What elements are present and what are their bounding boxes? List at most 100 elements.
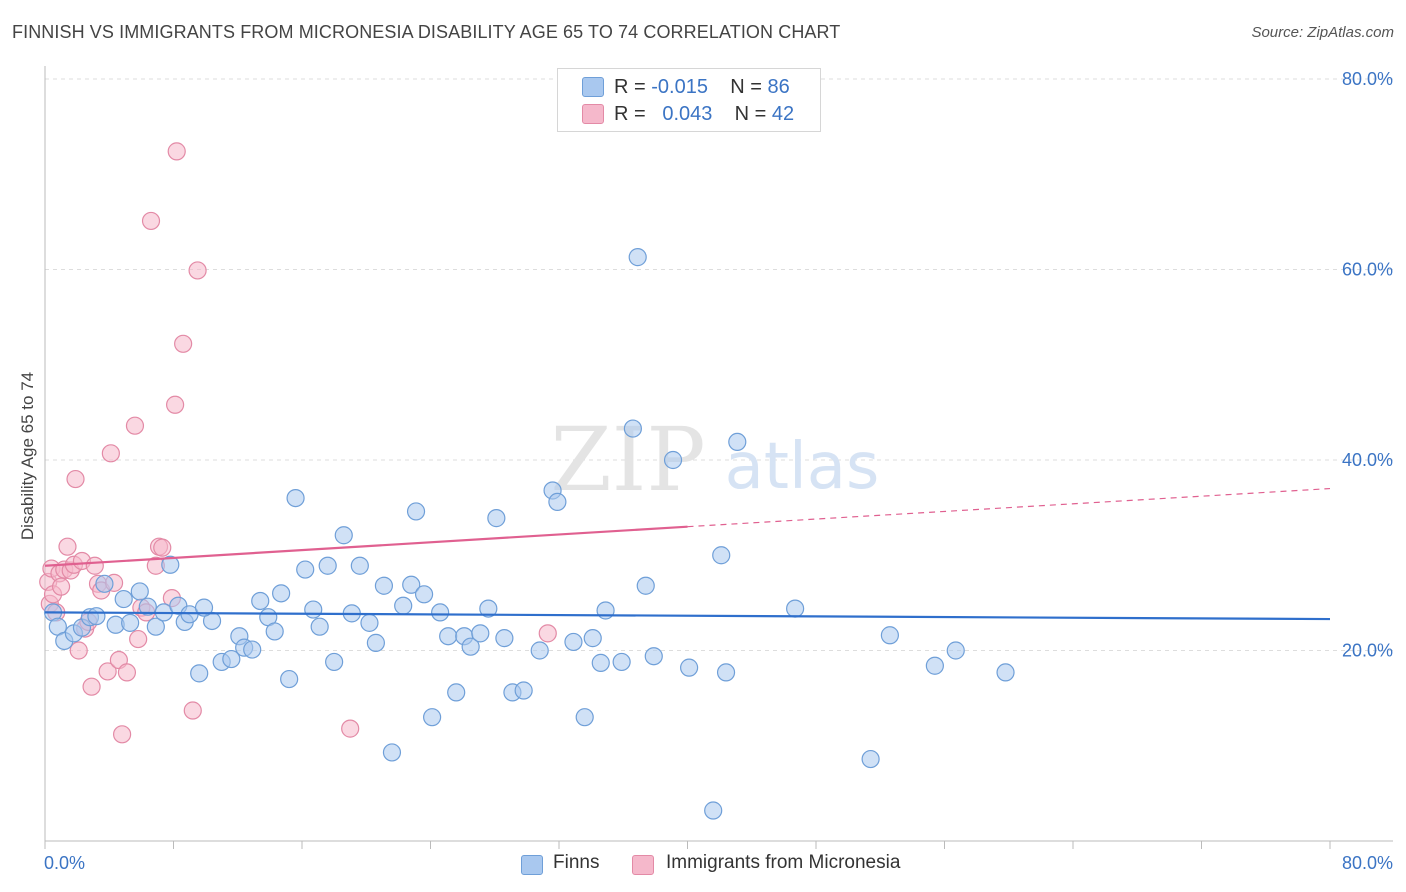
finns-point-77 [728, 432, 747, 452]
finns-point-19 [190, 664, 209, 683]
finns-point-50 [439, 627, 458, 646]
finns-point-44 [394, 596, 413, 615]
micronesia-trend-extension [687, 487, 1331, 528]
finns-point-6 [87, 607, 106, 626]
micronesia-point-23 [112, 725, 132, 744]
finns-point-32 [296, 560, 315, 579]
micronesia-trend-line [44, 525, 688, 567]
finns-point-65 [583, 629, 602, 648]
finns-point-63 [564, 632, 583, 652]
finns-point-7 [95, 574, 114, 593]
finns-point-46 [406, 502, 426, 521]
finns-point-26 [251, 591, 270, 611]
finns-point-74 [680, 658, 699, 677]
micronesia-n-value: 42 [771, 102, 795, 125]
finns-point-36 [325, 652, 344, 672]
finns-point-83 [996, 663, 1015, 682]
finns-point-82 [946, 641, 965, 660]
finns-point-67 [596, 601, 615, 620]
finns-point-75 [712, 546, 731, 565]
finns-point-29 [272, 584, 291, 603]
y-tick-label-3: 80.0% [1342, 69, 1393, 89]
micronesia-point-29 [141, 211, 161, 231]
x-axis-min-label: 0.0% [44, 853, 85, 873]
finns-point-72 [644, 647, 663, 666]
finns-point-69 [623, 419, 642, 438]
watermark: ZIP atlas [550, 408, 879, 511]
finns-legend-label: Finns [553, 852, 600, 873]
chart-title: FINNISH VS IMMIGRANTS FROM MICRONESIA DI… [12, 22, 841, 42]
finns-point-56 [487, 509, 506, 528]
x-axis-max-label: 80.0% [1342, 853, 1393, 873]
finns-point-84 [704, 801, 723, 820]
finns-point-30 [280, 669, 299, 689]
finns-point-22 [222, 649, 241, 669]
finns-point-81 [925, 656, 944, 675]
micronesia-point-37 [183, 701, 202, 720]
micronesia-point-40 [538, 624, 557, 643]
series-finns-points [43, 248, 1015, 820]
y-tick-label-2: 60.0% [1342, 260, 1393, 280]
micronesia-point-25 [125, 416, 145, 435]
finns-point-71 [636, 576, 655, 595]
gridlines [45, 78, 1393, 651]
finns-point-37 [334, 526, 353, 545]
finns-point-48 [423, 708, 442, 727]
finns-point-31 [286, 489, 305, 508]
finns-point-51 [447, 683, 466, 702]
finns-point-28 [265, 622, 284, 641]
finns-point-33 [304, 600, 323, 619]
micronesia-point-34 [166, 395, 185, 414]
micronesia-point-11 [69, 641, 88, 660]
micronesia-swatch [582, 104, 604, 124]
finns-point-78 [786, 599, 805, 618]
y-tick-label-0: 20.0% [1342, 641, 1393, 661]
finns-point-64 [575, 708, 594, 727]
finns-point-10 [121, 613, 140, 632]
micronesia-point-32 [153, 538, 172, 557]
finns-point-42 [374, 576, 394, 595]
micronesia-point-39 [341, 719, 360, 738]
finns-trend-line [44, 611, 1331, 621]
finns-n-value: 86 [767, 75, 790, 98]
finns-point-57 [495, 629, 514, 648]
finns-point-47 [414, 585, 434, 604]
finns-point-35 [318, 556, 337, 575]
legend-finns-text: R = -0.015 N = 86 [614, 75, 790, 98]
finns-point-34 [310, 617, 329, 636]
finns-point-55 [479, 599, 498, 618]
micronesia-point-26 [129, 629, 148, 649]
micronesia-point-36 [174, 334, 193, 353]
finns-point-76 [716, 663, 736, 682]
finns-point-13 [146, 617, 165, 636]
micronesia-point-16 [85, 556, 104, 575]
finns-point-80 [880, 626, 899, 645]
finns-legend-swatch [521, 855, 543, 875]
finns-point-39 [350, 556, 369, 575]
micronesia-point-8 [58, 537, 77, 556]
micronesia-point-35 [167, 142, 186, 161]
micronesia-point-6 [51, 577, 71, 596]
finns-point-70 [628, 248, 647, 267]
finns-point-79 [861, 749, 880, 769]
watermark-atlas: atlas [725, 430, 880, 504]
y-tick-label-1: 40.0% [1342, 450, 1393, 470]
finns-point-12 [138, 597, 157, 616]
micronesia-legend-label: Immigrants from Micronesia [666, 852, 901, 873]
tick-labels: 20.0% 40.0% 60.0% 80.0% [1342, 69, 1393, 661]
finns-point-49 [431, 603, 450, 622]
finns-point-43 [382, 743, 402, 762]
finns-point-59 [514, 681, 533, 700]
micronesia-point-19 [98, 662, 117, 681]
micronesia-point-15 [82, 677, 101, 696]
finns-swatch [582, 77, 604, 97]
axes [44, 66, 1393, 849]
finns-point-66 [591, 653, 610, 672]
micronesia-point-38 [188, 261, 207, 280]
finns-point-60 [530, 641, 549, 660]
finns-point-73 [663, 450, 683, 470]
legend-micronesia-text: R = 0.043 N = 42 [614, 102, 795, 125]
finns-point-45 [402, 575, 421, 594]
finns-point-15 [161, 555, 180, 574]
